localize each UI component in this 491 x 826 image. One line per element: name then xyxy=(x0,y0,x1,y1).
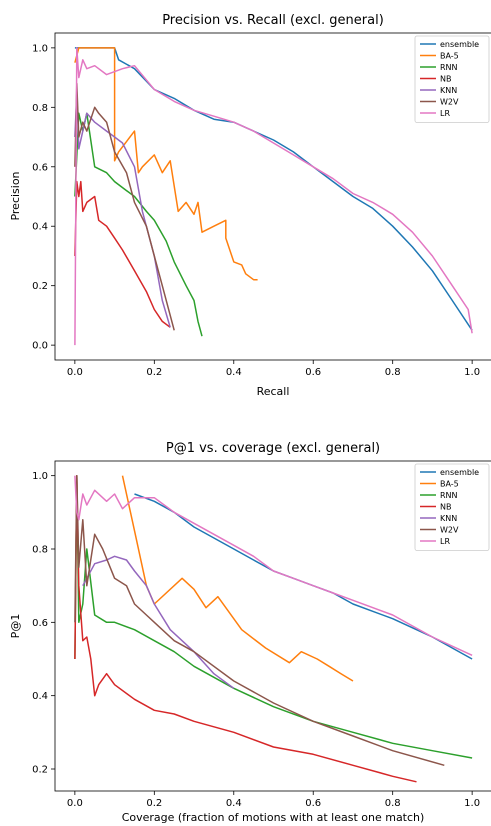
chart-title: P@1 vs. coverage (excl. general) xyxy=(166,441,380,456)
y-tick-label: 0.8 xyxy=(32,545,48,556)
legend-label: ensemble xyxy=(440,468,479,477)
y-tick-label: 1.0 xyxy=(32,43,48,54)
series-line-nb xyxy=(74,180,171,328)
y-tick-label: 0.6 xyxy=(32,618,48,629)
x-tick-label: 1.0 xyxy=(464,798,480,809)
y-tick-label: 0.8 xyxy=(32,103,48,114)
y-axis-label: Precision xyxy=(9,171,22,220)
series-line-lr xyxy=(74,475,473,656)
y-tick-label: 0.4 xyxy=(32,691,48,702)
chart-title: Precision vs. Recall (excl. general) xyxy=(162,13,384,28)
x-tick-label: 0.4 xyxy=(226,798,242,809)
x-tick-label: 0.2 xyxy=(146,798,162,809)
plot-frame xyxy=(54,460,491,792)
legend-label: BA-5 xyxy=(440,52,459,61)
series-line-ba-5 xyxy=(74,47,258,281)
legend-label: W2V xyxy=(440,526,459,535)
y-tick-label: 0.0 xyxy=(32,341,48,352)
legend-label: W2V xyxy=(440,98,459,107)
series-line-nb xyxy=(74,474,417,783)
y-tick-label: 0.6 xyxy=(32,162,48,173)
legend-label: LR xyxy=(440,109,450,118)
legend-label: RNN xyxy=(440,63,458,72)
series-line-rnn xyxy=(74,474,473,759)
x-tick-label: 0.2 xyxy=(146,367,162,378)
legend-label: RNN xyxy=(440,491,458,500)
series-line-w2v xyxy=(74,82,175,331)
series-line-w2v xyxy=(74,474,445,767)
y-tick-label: 0.2 xyxy=(32,281,48,292)
x-tick-label: 0.0 xyxy=(67,798,83,809)
legend-label: KNN xyxy=(440,86,457,95)
chart-precision-recall: Precision vs. Recall (excl. general) 0.0… xyxy=(9,13,491,398)
x-tick-label: 0.6 xyxy=(305,367,321,378)
x-tick-label: 0.6 xyxy=(305,798,321,809)
x-axis-label: Recall xyxy=(257,385,290,398)
series-line-rnn xyxy=(74,112,203,337)
y-tick-label: 0.4 xyxy=(32,222,48,233)
legend-label: BA-5 xyxy=(440,480,459,489)
x-axis-label: Coverage (fraction of motions with at le… xyxy=(122,811,425,824)
legend-label: KNN xyxy=(440,514,457,523)
y-tick-label: 1.0 xyxy=(32,471,48,482)
legend-label: NB xyxy=(440,75,451,84)
x-tick-label: 0.8 xyxy=(385,798,401,809)
x-tick-label: 0.4 xyxy=(226,367,242,378)
x-tick-label: 0.8 xyxy=(385,367,401,378)
plot-frame xyxy=(54,32,491,361)
series-line-ensemble xyxy=(74,47,473,331)
series-line-lr xyxy=(74,47,473,346)
series-line-knn xyxy=(82,555,235,689)
x-tick-label: 0.0 xyxy=(67,367,83,378)
y-tick-label: 0.2 xyxy=(32,765,48,776)
legend-label: NB xyxy=(440,503,451,512)
y-axis-label: P@1 xyxy=(9,614,22,639)
chart-p1-coverage: P@1 vs. coverage (excl. general) 0.0 0.2 0… xyxy=(9,441,491,824)
legend-label: LR xyxy=(440,537,450,546)
legend-label: ensemble xyxy=(440,40,479,49)
x-tick-label: 1.0 xyxy=(464,367,480,378)
series-line-ba-5 xyxy=(121,475,354,682)
